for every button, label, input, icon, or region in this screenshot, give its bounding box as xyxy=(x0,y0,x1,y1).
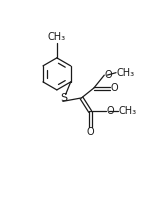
Text: CH₃: CH₃ xyxy=(118,106,136,116)
Text: O: O xyxy=(86,127,94,137)
Text: CH₃: CH₃ xyxy=(116,68,135,78)
Text: O: O xyxy=(111,83,118,93)
Text: S: S xyxy=(61,93,68,103)
Text: O: O xyxy=(105,70,113,80)
Text: CH₃: CH₃ xyxy=(48,32,66,42)
Text: O: O xyxy=(106,106,114,116)
